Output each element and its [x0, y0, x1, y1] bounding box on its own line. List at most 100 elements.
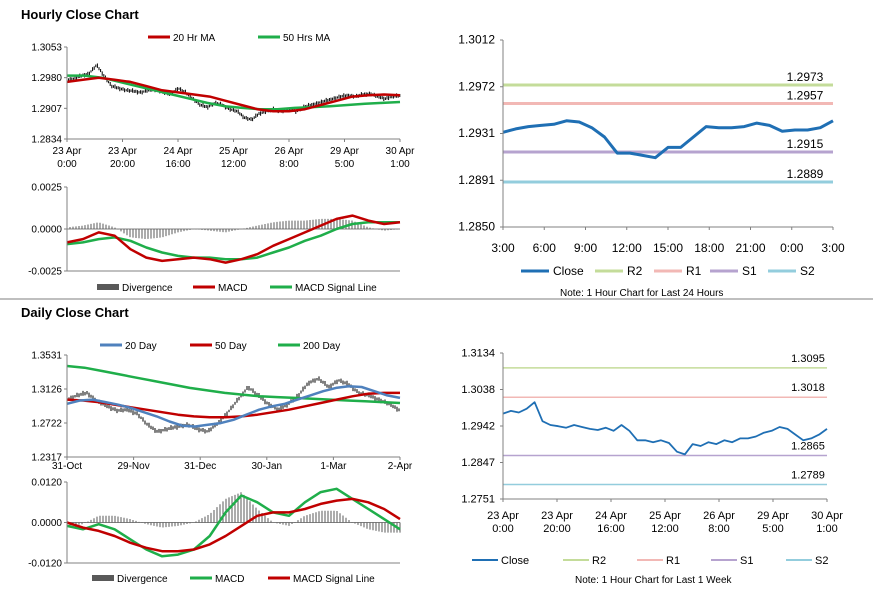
hourly-price-xtick-label: 23 Apr [53, 146, 83, 157]
daily-sr-xtick-label: 5:00 [762, 523, 783, 535]
hourly-price-ytick-label: 1.3053 [31, 43, 62, 54]
hourly-price-xtick-label: 24 Apr [164, 146, 194, 157]
daily-sr-xtick-label: 0:00 [492, 523, 513, 535]
daily-sr-xtick-label: 1:00 [816, 523, 837, 535]
hourly-price-xtick-label: 23 Apr [108, 146, 138, 157]
daily-sr-ytick-label: 1.2942 [461, 421, 495, 433]
daily-macd-legend-label: MACD Signal Line [293, 574, 375, 585]
hourly-sr-ytick-label: 1.2972 [458, 79, 495, 93]
hourly-sr-xtick-label: 0:00 [780, 241, 804, 255]
hourly-price-ytick-label: 1.2834 [31, 135, 62, 146]
daily-sr-level-label: 1.2865 [791, 441, 825, 453]
hourly-sr-level-label: 1.2889 [787, 167, 824, 181]
hourly-sr-level-label: 1.2973 [787, 70, 824, 84]
hourly-price-xtick-label: 12:00 [221, 159, 246, 170]
daily-sr-legend-label: Close [501, 555, 529, 567]
hourly-macd-legend-label: MACD Signal Line [295, 283, 377, 294]
hourly-sr-legend-label: S2 [800, 264, 815, 278]
daily-sr-legend-label: R1 [666, 555, 680, 567]
daily-sr-legend-label: R2 [592, 555, 606, 567]
hourly-macd-legend-label: Divergence [122, 283, 173, 294]
daily-sr-level-label: 1.3018 [791, 382, 825, 394]
hourly-sr-xtick-label: 6:00 [533, 241, 557, 255]
daily-sr-close-line [502, 401, 828, 456]
daily-sr-xtick-label: 23 Apr [541, 510, 573, 522]
hourly-price-xtick-label: 16:00 [165, 159, 190, 170]
hourly-price-ma20-line [66, 76, 401, 113]
hourly-sr-xtick-label: 3:00 [491, 241, 515, 255]
hourly-price-xtick-label: 5:00 [335, 159, 355, 170]
hourly-macd-ytick-label: -0.0025 [28, 267, 62, 278]
hourly-sr-close-line [502, 119, 834, 160]
hourly-sr-xtick-label: 9:00 [574, 241, 598, 255]
daily-sr-legend-label: S1 [740, 555, 753, 567]
hourly-sr-legend-label: Close [553, 264, 584, 278]
hourly-sr-level-label: 1.2915 [787, 137, 824, 151]
hourly-sr-xtick-label: 18:00 [694, 241, 724, 255]
hourly-sr-legend-label: R2 [627, 264, 643, 278]
daily-sr-ytick-label: 1.3134 [461, 348, 495, 360]
daily-price-xtick-label: 29-Nov [117, 461, 149, 472]
hourly-price-xtick-label: 26 Apr [275, 146, 305, 157]
hourly-macd-ytick-label: 0.0000 [31, 225, 62, 236]
hourly-price-ytick-label: 1.2907 [31, 104, 62, 115]
daily-macd-legend-swatch [92, 575, 114, 581]
hourly-sr-ytick-label: 1.3012 [458, 33, 495, 47]
daily-macd-signal-line [66, 497, 401, 553]
daily-price-xtick-label: 31-Dec [184, 461, 216, 472]
daily-sr-xtick-label: 23 Apr [487, 510, 519, 522]
daily-sr-xtick-label: 25 Apr [649, 510, 681, 522]
hourly-price-xtick-label: 0:00 [57, 159, 77, 170]
daily-sr-ytick-label: 1.2751 [461, 494, 495, 506]
hourly-price-xtick-label: 20:00 [110, 159, 135, 170]
hourly-sr-legend-label: S1 [742, 264, 757, 278]
daily-macd-legend-label: Divergence [117, 574, 168, 585]
hourly-price-xtick-label: 29 Apr [330, 146, 360, 157]
daily-price-ytick-label: 1.3531 [31, 351, 62, 362]
daily-macd-ytick-label: -0.0120 [28, 559, 62, 570]
hourly-section-title: Hourly Close Chart [21, 7, 139, 22]
hourly-sr-legend-label: R1 [686, 264, 702, 278]
hourly-price-xtick-label: 1:00 [390, 159, 410, 170]
daily-macd-ytick-label: 0.0120 [31, 478, 62, 489]
hourly-sr-xtick-label: 12:00 [612, 241, 642, 255]
daily-sr-xtick-label: 29 Apr [757, 510, 789, 522]
daily-section-title: Daily Close Chart [21, 305, 129, 320]
hourly-sr-xtick-label: 15:00 [653, 241, 683, 255]
daily-sr-xtick-label: 30 Apr [811, 510, 843, 522]
hourly-price-legend-label: 20 Hr MA [173, 33, 216, 44]
hourly-price-xtick-label: 8:00 [279, 159, 299, 170]
daily-price-ytick-label: 1.2722 [31, 419, 62, 430]
daily-sr-ytick-label: 1.3038 [461, 384, 495, 396]
hourly-macd-line [66, 214, 401, 264]
hourly-sr-ytick-label: 1.2891 [458, 173, 495, 187]
hourly-price-xtick-label: 25 Apr [219, 146, 249, 157]
daily-sr-level-label: 1.2789 [791, 470, 825, 482]
hourly-macd-legend-swatch [97, 284, 119, 290]
daily-price-xtick-label: 2-Apr [388, 461, 413, 472]
daily-sr-level-label: 1.3095 [791, 353, 825, 365]
daily-sr-xtick-label: 16:00 [597, 523, 625, 535]
hourly-macd-legend-label: MACD [218, 283, 247, 294]
daily-sr-ytick-label: 1.2847 [461, 457, 495, 469]
daily-price-xtick-label: 31-Oct [52, 461, 82, 472]
hourly-price-ytick-label: 1.2980 [31, 73, 62, 84]
daily-sr-xtick-label: 8:00 [708, 523, 729, 535]
hourly-sr-xtick-label: 21:00 [735, 241, 765, 255]
hourly-sr-level-label: 1.2957 [787, 88, 824, 102]
daily-sr-xtick-label: 24 Apr [595, 510, 627, 522]
daily-sr-legend-label: S2 [815, 555, 828, 567]
daily-sr-xtick-label: 12:00 [651, 523, 679, 535]
hourly-sr-ytick-label: 1.2931 [458, 126, 495, 140]
daily-price-200day-line [66, 364, 401, 405]
daily-price-ytick-label: 1.2317 [31, 453, 62, 464]
daily-sr-xtick-label: 20:00 [543, 523, 571, 535]
daily-price-xtick-label: 30-Jan [252, 461, 283, 472]
hourly-sr-xtick-label: 3:00 [821, 241, 845, 255]
hourly-note: Note: 1 Hour Chart for Last 24 Hours [560, 288, 724, 299]
daily-price-20day-line [66, 384, 401, 428]
daily-macd-line [66, 487, 401, 558]
hourly-macd-signal-line [66, 221, 400, 261]
hourly-price-xtick-label: 30 Apr [386, 146, 416, 157]
daily-macd-legend-label: MACD [215, 574, 244, 585]
